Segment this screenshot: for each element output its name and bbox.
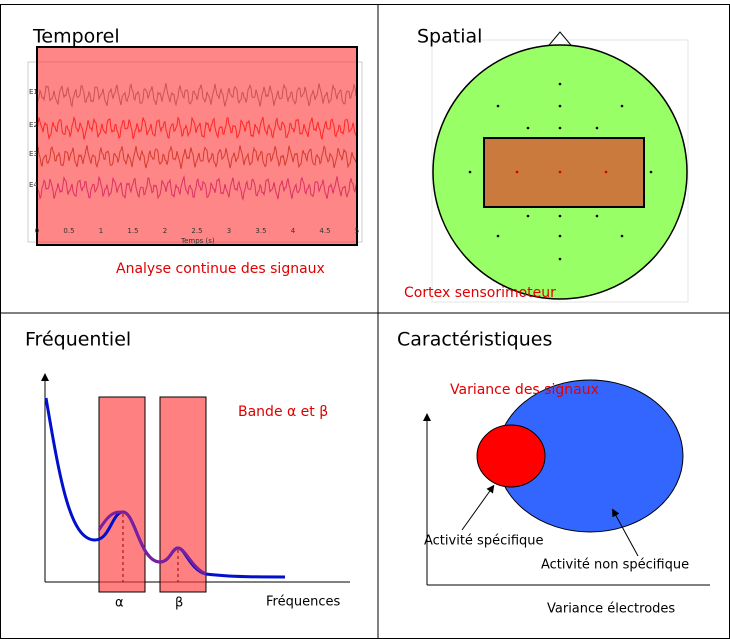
tick-label: 0.5 <box>63 227 74 235</box>
channel-label: E1 <box>29 88 38 96</box>
alpha-band <box>99 397 145 592</box>
tick-label: 0 <box>35 227 39 235</box>
electrode <box>559 171 562 174</box>
electrode <box>497 105 500 108</box>
caption: Variance des signaux <box>450 382 599 398</box>
electrode <box>559 215 562 218</box>
electrode <box>527 215 530 218</box>
caption: Bande α et β <box>238 404 328 420</box>
band-label: β <box>175 596 183 611</box>
tick-label: 2 <box>163 227 167 235</box>
tick-label: 4.5 <box>319 227 330 235</box>
band-label: α <box>115 596 124 611</box>
axis-label: Variance électrodes <box>547 602 675 617</box>
tick-label: 3.5 <box>255 227 266 235</box>
channel-label: E2 <box>29 121 38 129</box>
electrode <box>469 171 472 174</box>
channel-label: E4 <box>29 181 38 189</box>
electrode <box>621 235 624 238</box>
electrode <box>559 83 562 86</box>
electrode <box>596 127 599 130</box>
arrow <box>462 488 492 530</box>
electrode <box>605 171 608 174</box>
electrode <box>559 235 562 238</box>
panel-title: Temporel <box>32 26 120 48</box>
panel-title: Fréquentiel <box>25 329 131 351</box>
tick-label: 4 <box>291 227 296 235</box>
caption: Cortex sensorimoteur <box>404 285 556 301</box>
axis-label: Temps (s) <box>180 237 215 245</box>
tick-label: 1.5 <box>127 227 138 235</box>
electrode <box>559 258 562 261</box>
caption: Analyse continue des signaux <box>116 261 325 277</box>
electrode <box>559 105 562 108</box>
panel-title: Caractéristiques <box>397 329 552 351</box>
label: Activité spécifique <box>424 534 544 549</box>
beta-band <box>160 397 206 592</box>
electrode <box>650 171 653 174</box>
tick-label: 3 <box>227 227 231 235</box>
sensorimotor-region <box>484 138 644 207</box>
axis-label: Fréquences <box>266 595 340 610</box>
panel-title: Spatial <box>417 26 482 48</box>
time-window <box>37 47 357 245</box>
electrode <box>527 127 530 130</box>
electrode <box>621 105 624 108</box>
channel-label: E3 <box>29 150 38 158</box>
tick-label: 5 <box>355 227 359 235</box>
specific-cluster <box>477 425 545 487</box>
electrode <box>497 235 500 238</box>
electrode <box>516 171 519 174</box>
label: Activité non spécifique <box>541 558 689 573</box>
tick-label: 1 <box>99 227 103 235</box>
tick-label: 2.5 <box>191 227 202 235</box>
electrode <box>559 127 562 130</box>
electrode <box>596 215 599 218</box>
diagram: Temporel Analyse continue des signaux Te… <box>0 0 730 639</box>
